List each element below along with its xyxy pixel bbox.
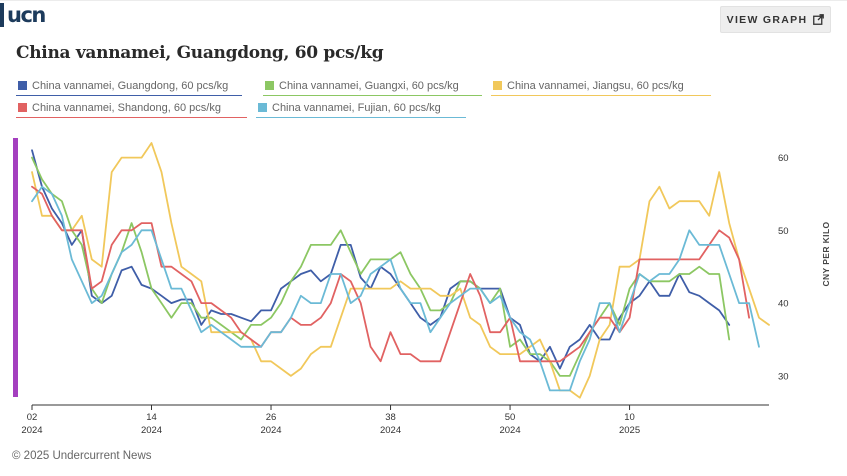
legend-label: China vannamei, Guangdong, 60 pcs/kg [32,79,229,92]
legend-item-jiangsu[interactable]: China vannamei, Jiangsu, 60 pcs/kg [491,76,711,96]
legend-label: China vannamei, Fujian, 60 pcs/kg [272,101,441,114]
external-link-icon [813,14,825,25]
legend-item-fujian[interactable]: China vannamei, Fujian, 60 pcs/kg [256,98,466,118]
series-line-2 [31,142,770,399]
logo-text: ucn [7,3,46,27]
legend-item-guangdong[interactable]: China vannamei, Guangdong, 60 pcs/kg [16,76,242,96]
x-tick-year-label: 2024 [260,425,281,436]
legend-item-guangxi[interactable]: China vannamei, Guangxi, 60 pcs/kg [263,76,482,96]
series-line-3 [31,185,750,363]
legend-swatch [258,103,267,112]
y-tick-label: 60 [778,153,789,164]
legend-swatch [18,81,27,90]
x-tick-label: 10 [624,412,635,423]
y-tick-label: 40 [778,299,789,310]
legend-swatch [265,81,274,90]
x-tick-label: 50 [505,412,516,423]
x-tick-year-label: 2024 [380,425,401,436]
ucn-logo: ucn [0,2,46,28]
x-tick-year-label: 2024 [141,425,162,436]
view-graph-label: VIEW GRAPH [726,13,808,26]
x-tick-label: 14 [146,412,157,423]
top-divider [0,0,847,1]
y-tick-label: 50 [778,226,789,237]
legend-label: China vannamei, Guangxi, 60 pcs/kg [279,79,459,92]
copyright-footer: © 2025 Undercurrent News [12,450,152,462]
x-tick-label: 02 [27,412,38,423]
y-tick-label: 30 [778,371,789,382]
x-tick-label: 38 [385,412,396,423]
x-tick-year-label: 2024 [499,425,520,436]
x-tick-year-label: 2025 [619,425,640,436]
legend-label: China vannamei, Jiangsu, 60 pcs/kg [507,79,684,92]
y-axis-title: CNY PER KILO [821,221,831,286]
logo-bar [0,3,4,27]
series-line-4 [31,185,760,392]
legend-label: China vannamei, Shandong, 60 pcs/kg [32,101,221,114]
legend-swatch [18,103,27,112]
legend-swatch [493,81,502,90]
accent-bar [13,138,18,397]
page-title: China vannamei, Guangdong, 60 pcs/kg [16,43,384,63]
view-graph-button[interactable]: VIEW GRAPH [720,6,831,33]
x-tick-label: 26 [266,412,277,423]
legend-item-shandong[interactable]: China vannamei, Shandong, 60 pcs/kg [16,98,247,118]
x-tick-year-label: 2024 [21,425,42,436]
